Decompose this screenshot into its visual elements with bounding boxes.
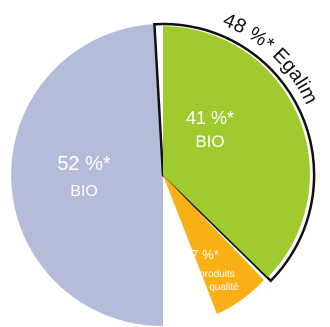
pie-slice-produits-de-qualite bbox=[163, 175, 264, 314]
non-egalim-category-label: BIO bbox=[70, 183, 98, 200]
produits-category-label-line1: produits bbox=[199, 269, 235, 280]
produits-value-label: 7 %* bbox=[191, 247, 218, 262]
pie-slice-non-egalim bbox=[11, 24, 164, 327]
bio-value-label: 41 %* bbox=[186, 108, 234, 128]
non-egalim-value-label: 52 %* bbox=[57, 153, 111, 175]
produits-category-label-line2: de qualité bbox=[195, 282, 239, 293]
pie-slice-bio bbox=[163, 26, 310, 278]
bio-category-label: BIO bbox=[195, 132, 224, 151]
